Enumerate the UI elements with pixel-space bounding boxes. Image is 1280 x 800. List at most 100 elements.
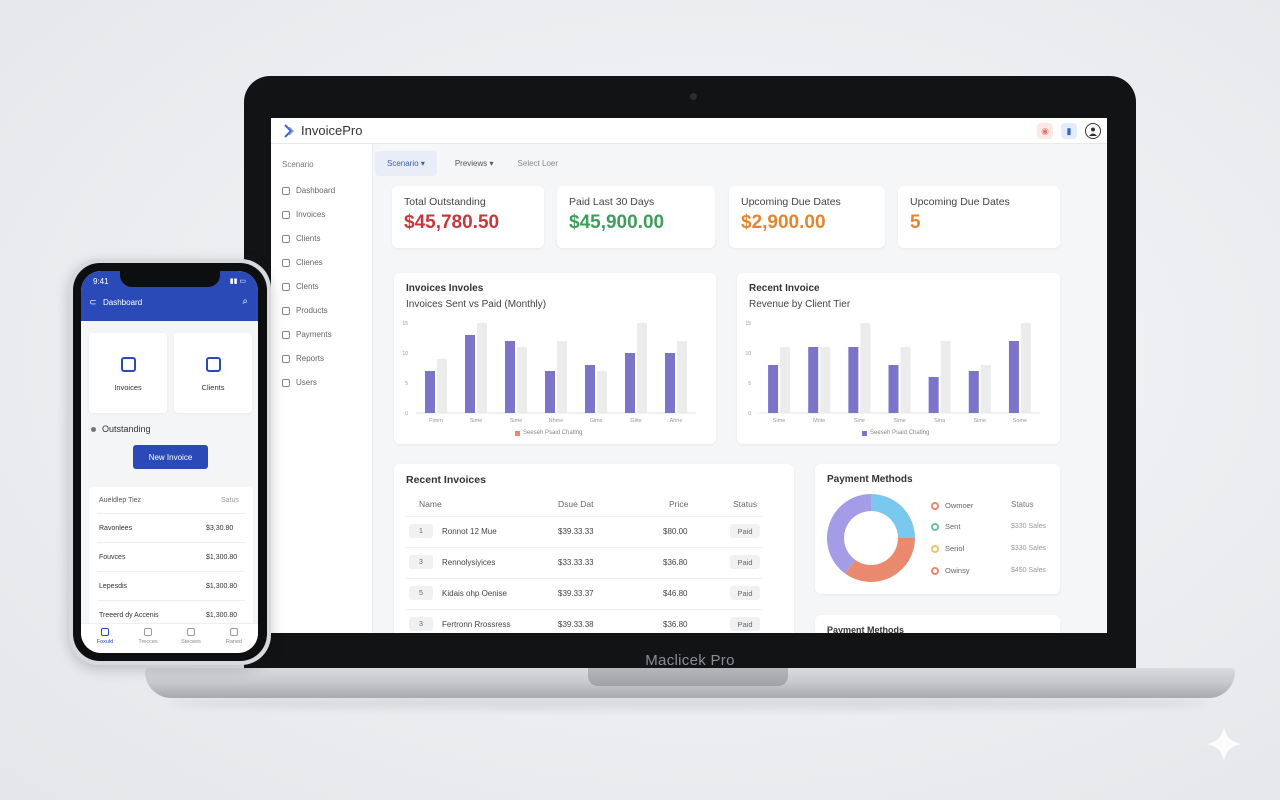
row-number: 5 (409, 586, 433, 600)
bar-secondary[interactable] (517, 347, 527, 413)
previews-dropdown[interactable]: Previews ▾ (454, 158, 494, 168)
tab-invoices[interactable]: Trecces (128, 628, 168, 645)
bar-primary[interactable] (968, 371, 979, 413)
col-header-date[interactable]: Dsue Dat (558, 499, 594, 509)
tab-reports[interactable]: Stecees (171, 628, 211, 645)
scenario-dropdown[interactable]: Scenario ▾ (375, 150, 437, 176)
sidebar-item-payments[interactable]: Payments (282, 330, 332, 339)
bar-primary[interactable] (888, 365, 899, 413)
bar-primary[interactable] (545, 371, 555, 413)
divider (97, 513, 245, 514)
sidebar-item-users[interactable]: Users (282, 378, 317, 387)
new-invoice-button[interactable]: New Invoice (133, 445, 208, 469)
bar-secondary[interactable] (780, 347, 791, 413)
bar-secondary[interactable] (940, 341, 951, 413)
invoice-date: $33.33.33 (558, 558, 594, 567)
document-icon[interactable]: ▮ (1061, 123, 1077, 139)
bar-secondary[interactable] (637, 323, 647, 413)
notification-icon[interactable]: ◉ (1037, 123, 1053, 139)
col-header-price[interactable]: Price (669, 499, 689, 509)
bullet-icon (91, 426, 96, 432)
kpi-card-upcoming-amount[interactable]: Upcoming Due Dates $2,900.00 (729, 186, 885, 248)
tab-profile[interactable]: Raned (214, 628, 254, 645)
outstanding-heading: Outstanding (91, 424, 151, 434)
chart-title: Recent Invoice (749, 283, 820, 294)
bar-primary[interactable] (585, 365, 595, 413)
list-item-name[interactable]: Treeerd dy Accenis (99, 612, 159, 619)
list-item-name[interactable]: Fouvces (99, 554, 126, 561)
sidebar-section-label: Scenario (282, 160, 314, 169)
divider (406, 516, 762, 517)
divider (406, 547, 762, 548)
donut-slice[interactable] (871, 494, 915, 538)
tile-clients[interactable]: Clients (174, 333, 252, 413)
row-number: 1 (409, 524, 433, 538)
list-item-name[interactable]: Lepesdis (99, 583, 128, 590)
bar-primary[interactable] (1008, 341, 1019, 413)
donut-slice[interactable] (845, 538, 915, 582)
divider (406, 578, 762, 579)
bar-secondary[interactable] (677, 341, 687, 413)
sidebar-item-products[interactable]: Products (282, 306, 328, 315)
row-number: 3 (409, 617, 433, 631)
bar-secondary[interactable] (597, 371, 607, 413)
x-tick-label: Sina (934, 418, 946, 424)
legend-item: Owmoer (931, 501, 973, 510)
x-tick-label: Ahne (670, 418, 683, 424)
kpi-label: Upcoming Due Dates (910, 196, 1010, 208)
legend-value: $330 Sales (1011, 545, 1047, 552)
bar-primary[interactable] (665, 353, 675, 413)
col-header-status[interactable]: Status (733, 499, 758, 509)
chart-panel-invoices: Invoices Involes Invoices Sent vs Paid (… (394, 273, 716, 444)
status-header: Status (1011, 500, 1034, 509)
y-tick-label: 15 (402, 321, 408, 327)
bar-secondary[interactable] (900, 347, 911, 413)
bar-secondary[interactable] (980, 365, 991, 413)
bar-secondary[interactable] (820, 347, 831, 413)
menu-icon[interactable]: ⊂ (89, 297, 97, 307)
chart-subtitle: Invoices Sent vs Paid (Monthly) (406, 299, 547, 310)
kpi-card-paid-30-days[interactable]: Paid Last 30 Days $45,900.00 (557, 186, 715, 248)
sidebar-item-clienes[interactable]: Clienes (282, 258, 323, 267)
bar-primary[interactable] (848, 347, 859, 413)
select-link[interactable]: Select Loer (517, 158, 558, 168)
tab-home[interactable]: Foxuld (85, 628, 125, 645)
legend-item: Sent (931, 522, 960, 531)
kpi-value: $45,780.50 (404, 212, 500, 233)
sidebar-item-clients[interactable]: Clients (282, 234, 320, 243)
invoice-name: Kidais ohp Oenise (442, 589, 507, 598)
sidebar-item-invoices[interactable]: Invoices (282, 210, 325, 219)
bar-secondary[interactable] (437, 359, 447, 413)
sidebar-item-reports[interactable]: Reports (282, 354, 324, 363)
invoice-date: $39.33.33 (558, 527, 594, 536)
list-header-right: Satus (221, 497, 239, 504)
list-item-name[interactable]: Ravonlees (99, 525, 133, 532)
kpi-card-upcoming-count[interactable]: Upcoming Due Dates 5 (898, 186, 1060, 248)
bar-secondary[interactable] (557, 341, 567, 413)
bar-primary[interactable] (625, 353, 635, 413)
tile-invoices[interactable]: Invoices (89, 333, 167, 413)
list-item-amount: $1,300.80 (206, 554, 238, 561)
x-tick-label: Sime (974, 418, 987, 424)
bar-secondary[interactable] (860, 323, 871, 413)
kpi-card-total-outstanding[interactable]: Total Outstanding $45,780.50 (392, 186, 544, 248)
bar-primary[interactable] (768, 365, 779, 413)
user-avatar-icon[interactable] (1085, 123, 1101, 139)
legend-item: Seriol (931, 544, 964, 553)
donut-slice[interactable] (827, 494, 871, 574)
col-header-name[interactable]: Name (419, 499, 442, 509)
user-icon (230, 628, 238, 636)
app-logo-text[interactable]: InvoicePro (301, 123, 363, 138)
bar-primary[interactable] (505, 341, 515, 413)
sidebar-item-dashboard[interactable]: Dashboard (282, 186, 335, 195)
bar-primary[interactable] (928, 377, 939, 413)
bar-secondary[interactable] (477, 323, 487, 413)
chevron-down-icon: ▾ (489, 158, 494, 168)
bar-primary[interactable] (465, 335, 475, 413)
bar-primary[interactable] (425, 371, 435, 413)
bar-primary[interactable] (808, 347, 819, 413)
sidebar-item-clents[interactable]: Clents (282, 282, 319, 291)
payment-methods-title-2: Payment Methods (827, 625, 905, 633)
bar-secondary[interactable] (1020, 323, 1031, 413)
search-icon[interactable]: ⌕ (242, 296, 248, 307)
